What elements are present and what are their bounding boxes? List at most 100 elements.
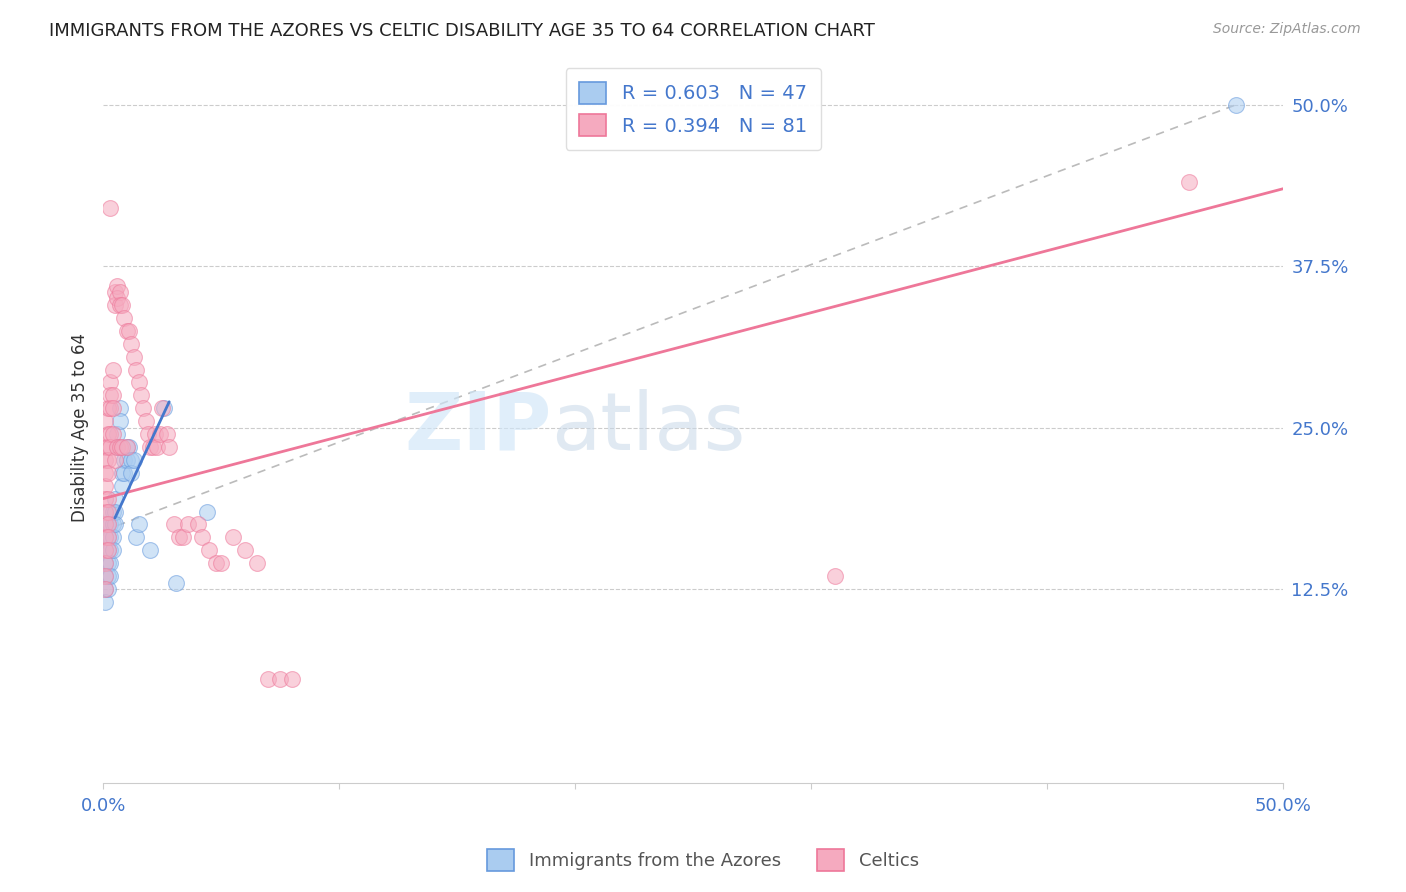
- Point: [97, 582, 120, 596]
- Point: [94, 491, 117, 506]
- Point: [97, 504, 120, 518]
- Point: [111, 466, 134, 480]
- Point: [98, 530, 121, 544]
- Point: [101, 388, 124, 402]
- Point: [139, 440, 162, 454]
- Point: [101, 427, 124, 442]
- Point: [172, 530, 194, 544]
- Point: [125, 530, 148, 544]
- Point: [112, 310, 135, 325]
- Point: [94, 440, 117, 454]
- Point: [191, 530, 214, 544]
- Point: [94, 504, 117, 518]
- Point: [165, 575, 187, 590]
- Point: [104, 285, 127, 299]
- Point: [108, 298, 131, 312]
- Point: [97, 491, 120, 506]
- Point: [101, 504, 124, 518]
- Point: [118, 324, 141, 338]
- Point: [94, 556, 117, 570]
- Point: [97, 427, 120, 442]
- Point: [94, 453, 117, 467]
- Point: [115, 453, 138, 467]
- Point: [195, 504, 218, 518]
- Point: [98, 376, 121, 390]
- Point: [104, 504, 127, 518]
- Point: [94, 466, 117, 480]
- Point: [111, 298, 134, 312]
- Point: [94, 595, 117, 609]
- Point: [97, 466, 120, 480]
- Point: [98, 427, 121, 442]
- Point: [94, 543, 117, 558]
- Point: [97, 453, 120, 467]
- Point: [122, 350, 145, 364]
- Point: [257, 673, 280, 687]
- Point: [105, 440, 128, 454]
- Point: [139, 543, 162, 558]
- Point: [98, 388, 121, 402]
- Legend: Immigrants from the Azores, Celtics: Immigrants from the Azores, Celtics: [479, 842, 927, 879]
- Point: [245, 556, 267, 570]
- Point: [104, 517, 127, 532]
- Point: [205, 556, 228, 570]
- Point: [112, 453, 135, 467]
- Point: [94, 556, 117, 570]
- Point: [128, 517, 150, 532]
- Text: ZIP: ZIP: [405, 389, 551, 467]
- Point: [101, 530, 124, 544]
- Point: [108, 285, 131, 299]
- Point: [98, 517, 121, 532]
- Point: [94, 569, 117, 583]
- Point: [177, 517, 200, 532]
- Point: [156, 427, 179, 442]
- Point: [97, 517, 120, 532]
- Point: [157, 440, 180, 454]
- Text: atlas: atlas: [551, 389, 747, 467]
- Point: [97, 543, 120, 558]
- Point: [108, 440, 131, 454]
- Point: [142, 440, 165, 454]
- Point: [94, 569, 117, 583]
- Point: [105, 427, 128, 442]
- Point: [125, 362, 148, 376]
- Point: [149, 427, 172, 442]
- Point: [186, 517, 208, 532]
- Point: [129, 388, 152, 402]
- Point: [108, 401, 131, 416]
- Point: [101, 401, 124, 416]
- Point: [115, 324, 138, 338]
- Point: [209, 556, 232, 570]
- Point: [150, 401, 173, 416]
- Point: [120, 466, 142, 480]
- Point: [143, 427, 166, 442]
- Point: [98, 401, 121, 416]
- Point: [104, 453, 127, 467]
- Point: [94, 543, 117, 558]
- Point: [101, 362, 124, 376]
- Point: [94, 517, 117, 532]
- Point: [153, 401, 176, 416]
- Point: [1177, 175, 1199, 189]
- Point: [115, 440, 138, 454]
- Point: [128, 376, 150, 390]
- Point: [163, 517, 186, 532]
- Point: [104, 491, 127, 506]
- Point: [97, 556, 120, 570]
- Point: [136, 427, 159, 442]
- Point: [98, 504, 121, 518]
- Point: [98, 543, 121, 558]
- Legend: R = 0.603   N = 47, R = 0.394   N = 81: R = 0.603 N = 47, R = 0.394 N = 81: [565, 68, 821, 150]
- Point: [104, 298, 127, 312]
- Point: [97, 530, 120, 544]
- Point: [98, 440, 121, 454]
- Point: [97, 543, 120, 558]
- Point: [167, 530, 190, 544]
- Point: [101, 517, 124, 532]
- Point: [118, 440, 141, 454]
- Point: [101, 543, 124, 558]
- Point: [98, 201, 121, 215]
- Point: [98, 556, 121, 570]
- Point: [111, 440, 134, 454]
- Point: [222, 530, 245, 544]
